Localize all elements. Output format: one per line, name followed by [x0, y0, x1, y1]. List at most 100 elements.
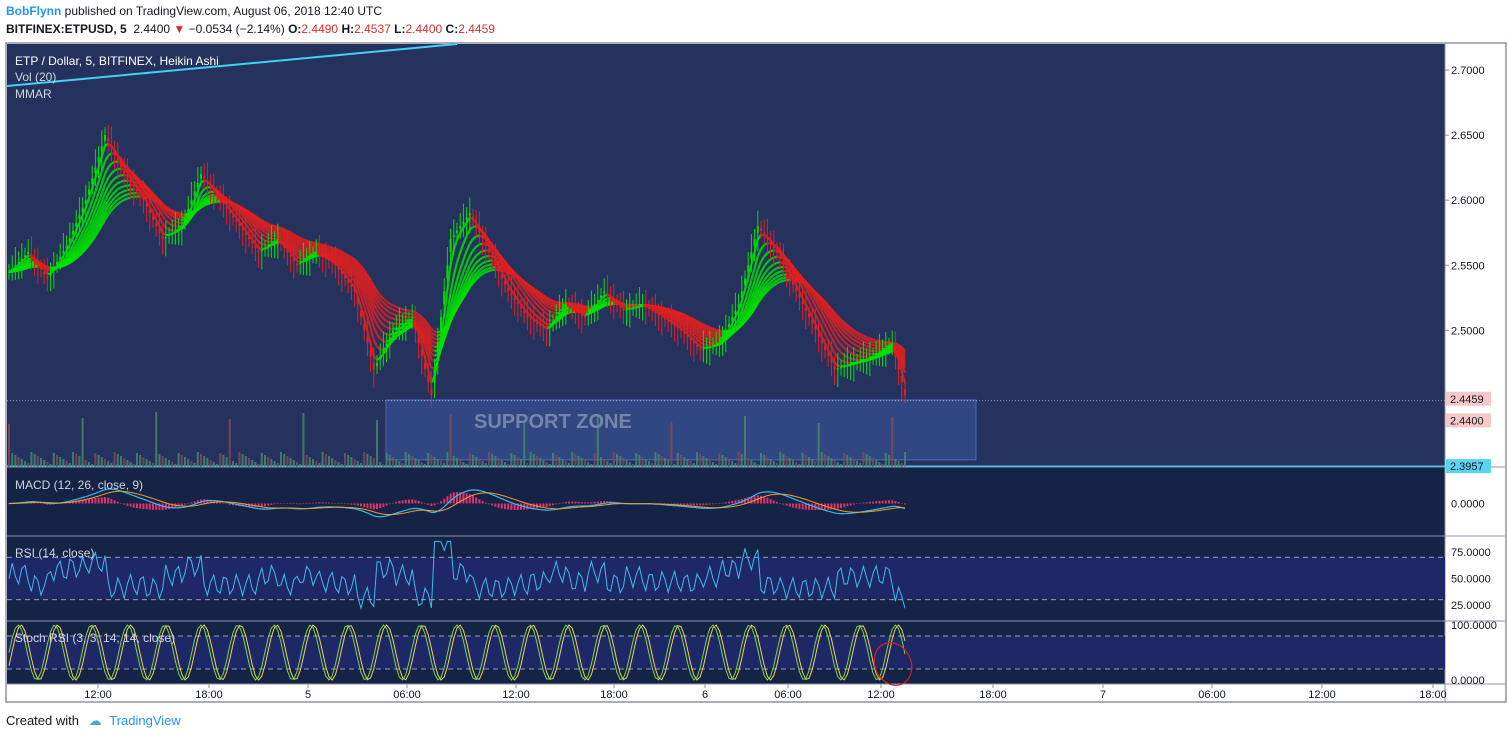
mmar-ribbon-segment	[817, 311, 823, 319]
mmar-ribbon-segment	[347, 254, 352, 259]
mmar-ribbon-segment	[795, 275, 800, 280]
volume-bar	[740, 454, 743, 467]
mmar-ribbon-segment	[677, 319, 682, 324]
mmar-ribbon-segment	[610, 297, 615, 301]
mmar-ribbon-segment	[369, 282, 375, 291]
candle-body	[30, 254, 33, 257]
macd-line	[443, 503, 448, 508]
candle-body	[443, 291, 446, 305]
mmar-ribbon-segment	[123, 164, 129, 169]
macd-signal-line	[520, 501, 525, 504]
mmar-ribbon-segment	[680, 327, 685, 332]
tradingview-link[interactable]: TradingView	[109, 713, 181, 728]
macd-histogram-bar	[228, 503, 231, 505]
mmar-ribbon-segment	[689, 323, 695, 328]
candle-body	[504, 281, 506, 285]
mmar-ribbon-segment	[366, 277, 372, 284]
macd-signal-line	[111, 491, 115, 493]
mmar-ribbon-segment	[264, 221, 269, 225]
mmar-ribbon-segment	[216, 191, 221, 196]
author-name[interactable]: BobFlynn	[6, 4, 62, 18]
mmar-ribbon-segment	[706, 325, 711, 329]
mmar-ribbon-segment	[786, 262, 791, 267]
mmar-ribbon-segment	[267, 230, 272, 234]
macd-histogram-bar	[78, 500, 81, 504]
mmar-ribbon-segment	[286, 243, 292, 249]
mmar-ribbon-segment	[386, 320, 391, 324]
mmar-ribbon-segment	[830, 346, 836, 354]
mmar-ribbon-segment	[366, 288, 372, 297]
macd-histogram-bar	[808, 503, 810, 510]
legend-rsi: RSI (14, close)	[15, 546, 94, 560]
mmar-ribbon-segment	[843, 360, 848, 364]
candle-body	[644, 305, 647, 307]
macd-histogram-bar	[491, 503, 494, 506]
macd-histogram-bar	[712, 503, 714, 505]
volume-bar	[206, 458, 209, 467]
mmar-ribbon-segment	[465, 286, 471, 294]
macd-line	[88, 493, 93, 497]
mmar-ribbon-segment	[529, 289, 535, 295]
mmar-ribbon-segment	[597, 304, 602, 308]
mmar-ribbon-segment	[210, 193, 215, 197]
volume-bar	[596, 415, 599, 467]
mmar-ribbon-segment	[411, 313, 416, 317]
macd-histogram-bar	[216, 501, 218, 504]
macd-signal-line	[466, 495, 471, 499]
mmar-ribbon-segment	[686, 326, 692, 331]
volume-bar	[436, 459, 439, 467]
volume-bar	[372, 458, 375, 467]
mmar-ribbon-segment	[478, 227, 484, 233]
mmar-ribbon-segment	[750, 299, 756, 308]
mmar-ribbon-segment	[840, 321, 845, 326]
macd-histogram-bar	[136, 503, 138, 509]
mmar-ribbon-segment	[479, 242, 483, 246]
macd-histogram-bar	[609, 501, 612, 504]
macd-line	[367, 512, 371, 515]
candle-body	[88, 189, 90, 195]
volume-bar	[254, 462, 257, 467]
mmar-ribbon-segment	[808, 300, 814, 309]
mmar-ribbon-segment	[414, 311, 420, 316]
mmar-ribbon-segment	[254, 230, 260, 237]
volume-bar	[321, 452, 324, 467]
mmar-ribbon-segment	[325, 246, 330, 250]
mmar-ribbon-segment	[449, 301, 455, 315]
mmar-ribbon-segment	[763, 261, 769, 268]
mmar-ribbon-segment	[690, 316, 695, 321]
mmar-ribbon-segment	[824, 316, 830, 324]
macd-histogram-bar	[459, 492, 462, 504]
mmar-ribbon-segment	[264, 226, 269, 230]
candle-body	[81, 207, 84, 212]
mmar-ribbon-segment	[203, 203, 208, 207]
mmar-ribbon-segment	[533, 318, 538, 323]
mmar-ribbon-segment	[715, 330, 720, 334]
mmar-ribbon-segment	[552, 318, 557, 322]
mmar-ribbon-segment	[84, 209, 91, 219]
volume-bar	[232, 461, 234, 467]
mmar-ribbon-segment	[686, 333, 692, 338]
mmar-ribbon-segment	[734, 318, 740, 325]
macd-line	[504, 499, 509, 502]
mmar-ribbon-segment	[827, 349, 833, 357]
mmar-ribbon-segment	[760, 288, 766, 295]
mmar-ribbon-segment	[789, 267, 794, 272]
volume-bar	[811, 459, 814, 467]
mmar-ribbon-segment	[542, 301, 548, 307]
mmar-ribbon-segment	[341, 259, 346, 264]
candle-body	[420, 349, 423, 357]
mmar-ribbon-segment	[303, 249, 307, 253]
mmar-ribbon-segment	[491, 246, 497, 251]
macd-histogram-bar	[699, 503, 702, 506]
mmar-ribbon-segment	[369, 290, 375, 299]
mmar-ribbon-segment	[353, 265, 359, 271]
mmar-ribbon-segment	[372, 285, 378, 292]
mmar-ribbon-segment	[350, 276, 356, 283]
mmar-ribbon-segment	[449, 313, 455, 320]
mmar-ribbon-segment	[443, 289, 449, 316]
candle-body	[152, 216, 154, 220]
candle-body	[712, 345, 714, 347]
volume-bar	[875, 460, 878, 467]
publish-text: published on TradingView.com, August 06,…	[64, 4, 382, 18]
